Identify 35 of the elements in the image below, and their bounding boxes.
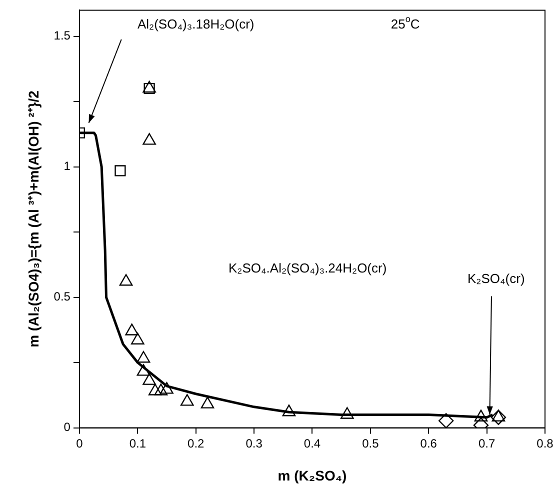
x-axis-title: m (K₂SO₄) — [278, 467, 347, 484]
point — [136, 364, 150, 376]
point — [282, 404, 296, 416]
x-tick-label: 0.4 — [304, 436, 321, 450]
point — [114, 165, 126, 176]
y-tick-label: 1.5 — [54, 28, 71, 43]
point — [340, 407, 354, 419]
y-tick-label: 0 — [64, 420, 71, 434]
x-tick-label: 0.5 — [362, 436, 380, 450]
point — [180, 394, 194, 406]
point — [148, 384, 162, 396]
y-tick-label: 0.5 — [54, 290, 71, 304]
x-tick-label: 0.6 — [420, 436, 438, 450]
x-tick-label: 0.1 — [129, 436, 146, 450]
x-tick-label: 0.3 — [246, 436, 263, 450]
point — [142, 133, 156, 145]
point — [154, 384, 168, 396]
y-axis-title: m (Al₂(SO4)₃)={m (Al ³⁺)+m(Al(OH) ²⁺}/2 — [25, 90, 42, 348]
point — [119, 274, 133, 286]
annotation: K₂SO₄(cr) — [467, 271, 525, 286]
point — [492, 410, 506, 422]
annotation: K₂SO₄.Al₂(SO₄)₃.24H₂O(cr) — [228, 260, 387, 276]
x-tick-label: 0.2 — [188, 436, 205, 450]
x-tick-label: 0.8 — [536, 436, 554, 450]
point — [474, 410, 488, 422]
point — [131, 332, 144, 344]
annotation: Al₂(SO₄)₃.18H₂O(cr) — [137, 16, 254, 32]
point — [136, 351, 150, 363]
point — [200, 396, 214, 408]
x-tick-label: 0.7 — [478, 436, 496, 450]
point — [142, 373, 156, 385]
point — [160, 382, 174, 394]
x-tick-label: 0 — [76, 436, 84, 450]
point — [125, 324, 139, 336]
y-tick-label: 1 — [64, 159, 71, 174]
